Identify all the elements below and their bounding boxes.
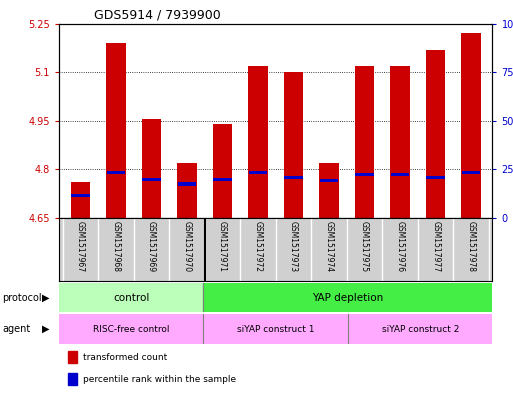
Text: siYAP construct 2: siYAP construct 2 (382, 325, 459, 334)
Bar (59, 283, 204, 312)
Text: RISC-free control: RISC-free control (93, 325, 169, 334)
Bar (204, 314, 348, 344)
Bar (107, 171, 125, 174)
Text: protocol: protocol (3, 293, 42, 303)
Bar (391, 173, 409, 176)
Bar (461, 33, 481, 218)
Bar (355, 66, 374, 218)
Bar (320, 179, 338, 182)
Bar (106, 43, 126, 218)
Text: GSM1517970: GSM1517970 (183, 221, 191, 272)
Text: YAP depletion: YAP depletion (312, 293, 384, 303)
Bar (71, 194, 90, 197)
Text: GSM1517968: GSM1517968 (111, 221, 121, 272)
Bar (390, 66, 410, 218)
Text: GSM1517975: GSM1517975 (360, 221, 369, 272)
Bar (248, 66, 268, 218)
Text: percentile rank within the sample: percentile rank within the sample (83, 375, 236, 384)
Text: GSM1517972: GSM1517972 (253, 221, 263, 272)
Bar (68, 373, 77, 385)
Bar (59, 314, 204, 344)
Text: GSM1517977: GSM1517977 (431, 221, 440, 272)
Text: GSM1517974: GSM1517974 (325, 221, 333, 272)
Bar (426, 176, 445, 179)
Bar (71, 182, 90, 218)
Text: GSM1517971: GSM1517971 (218, 221, 227, 272)
Bar (213, 124, 232, 218)
Bar (284, 176, 303, 179)
Bar (204, 283, 492, 312)
Text: ▶: ▶ (42, 293, 50, 303)
Text: GSM1517976: GSM1517976 (396, 221, 405, 272)
Bar (213, 178, 232, 181)
Bar (142, 178, 161, 181)
Text: GSM1517967: GSM1517967 (76, 221, 85, 272)
Text: agent: agent (3, 324, 31, 334)
Bar (426, 50, 445, 218)
Text: siYAP construct 1: siYAP construct 1 (237, 325, 314, 334)
Bar (356, 173, 374, 176)
Text: GSM1517969: GSM1517969 (147, 221, 156, 272)
Text: ▶: ▶ (42, 324, 50, 334)
Bar (348, 314, 492, 344)
Bar (177, 182, 196, 186)
Text: control: control (113, 293, 149, 303)
Bar (249, 171, 267, 174)
Bar (319, 163, 339, 218)
Bar (284, 72, 303, 218)
Bar (142, 119, 161, 218)
Bar (177, 163, 196, 218)
Text: GSM1517978: GSM1517978 (467, 221, 476, 272)
Text: GDS5914 / 7939900: GDS5914 / 7939900 (94, 8, 221, 21)
Text: GSM1517973: GSM1517973 (289, 221, 298, 272)
Bar (462, 171, 481, 174)
Text: transformed count: transformed count (83, 353, 167, 362)
Bar (68, 351, 77, 363)
